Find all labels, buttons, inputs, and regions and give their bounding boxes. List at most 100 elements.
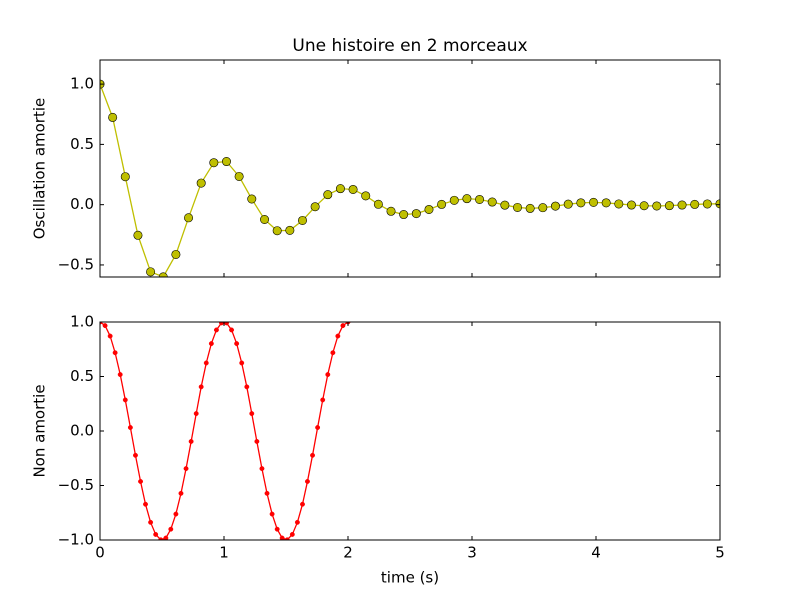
marker <box>213 327 219 333</box>
y-tick-label: 0.0 <box>70 195 94 213</box>
marker <box>234 171 244 181</box>
axes-frame <box>99 59 721 278</box>
marker <box>348 184 358 194</box>
y-tick-label: −0.5 <box>58 255 94 273</box>
marker <box>127 425 133 430</box>
marker <box>538 203 548 213</box>
marker <box>325 372 331 377</box>
marker <box>475 194 485 204</box>
marker <box>108 112 118 122</box>
marker <box>184 213 194 223</box>
marker <box>297 215 307 225</box>
marker <box>146 267 156 277</box>
y-tick-label: 0.5 <box>70 367 94 385</box>
marker <box>203 360 209 366</box>
marker <box>614 199 624 209</box>
marker <box>320 397 326 403</box>
marker <box>229 327 235 333</box>
marker <box>294 519 300 525</box>
x-axis-label: time (s) <box>381 569 439 587</box>
y-axis-label: Non amortie <box>31 384 49 477</box>
marker <box>305 479 310 484</box>
marker <box>289 531 295 537</box>
marker <box>677 200 687 210</box>
x-tick-label: 4 <box>591 544 601 562</box>
marker <box>244 384 250 390</box>
plot-area <box>100 322 351 540</box>
marker <box>122 397 128 403</box>
marker <box>209 158 219 168</box>
marker <box>260 214 270 224</box>
marker <box>171 249 181 259</box>
marker <box>239 360 245 366</box>
chart-title: Une histoire en 2 morceaux <box>292 36 527 56</box>
marker <box>234 341 240 347</box>
marker <box>221 157 231 167</box>
marker <box>323 190 333 200</box>
marker <box>264 490 270 496</box>
marker <box>198 384 204 390</box>
marker <box>399 210 409 220</box>
y-axis-label: Oscillation amortie <box>31 98 49 240</box>
marker <box>690 199 700 209</box>
marker <box>300 501 305 507</box>
marker <box>330 350 336 356</box>
x-tick-label: 2 <box>343 544 353 562</box>
marker <box>188 439 194 444</box>
marker <box>335 333 341 339</box>
marker <box>279 535 285 540</box>
y-tick-label: 0.0 <box>70 422 94 440</box>
marker <box>373 199 383 209</box>
marker <box>163 535 169 540</box>
marker <box>249 411 255 417</box>
marker <box>274 526 280 532</box>
marker <box>315 425 321 430</box>
marker <box>513 202 523 212</box>
marker <box>153 531 159 537</box>
marker <box>437 199 447 209</box>
marker <box>411 209 421 219</box>
marker <box>168 526 174 532</box>
marker <box>500 200 510 210</box>
marker <box>652 201 662 211</box>
marker <box>120 172 130 182</box>
marker <box>178 490 184 496</box>
marker <box>259 466 265 472</box>
marker <box>133 230 143 240</box>
y-tick-label: 0.5 <box>70 135 94 153</box>
marker <box>183 466 189 472</box>
marker <box>462 194 472 204</box>
marker <box>563 199 573 209</box>
marker <box>143 501 148 507</box>
marker <box>487 197 497 207</box>
y-tick-label: −1.0 <box>58 531 94 549</box>
marker <box>196 178 206 188</box>
marker <box>208 341 214 347</box>
marker <box>386 206 396 216</box>
marker <box>550 201 560 211</box>
marker <box>340 323 346 329</box>
marker <box>173 511 179 517</box>
x-tick-label: 3 <box>467 544 477 562</box>
marker <box>310 202 320 212</box>
marker <box>269 511 275 517</box>
marker <box>247 194 257 204</box>
marker <box>361 191 371 201</box>
marker <box>107 333 113 339</box>
marker <box>424 204 434 214</box>
marker <box>639 201 649 211</box>
marker <box>254 439 260 444</box>
marker <box>193 411 199 417</box>
marker <box>664 201 674 211</box>
y-tick-label: 1.0 <box>70 75 94 93</box>
marker <box>138 479 143 484</box>
marker <box>112 350 118 356</box>
marker <box>310 452 315 458</box>
x-tick-label: 5 <box>715 544 725 562</box>
marker <box>272 226 282 236</box>
marker <box>702 199 712 209</box>
marker <box>601 198 611 208</box>
marker <box>626 200 636 210</box>
marker <box>576 198 586 208</box>
